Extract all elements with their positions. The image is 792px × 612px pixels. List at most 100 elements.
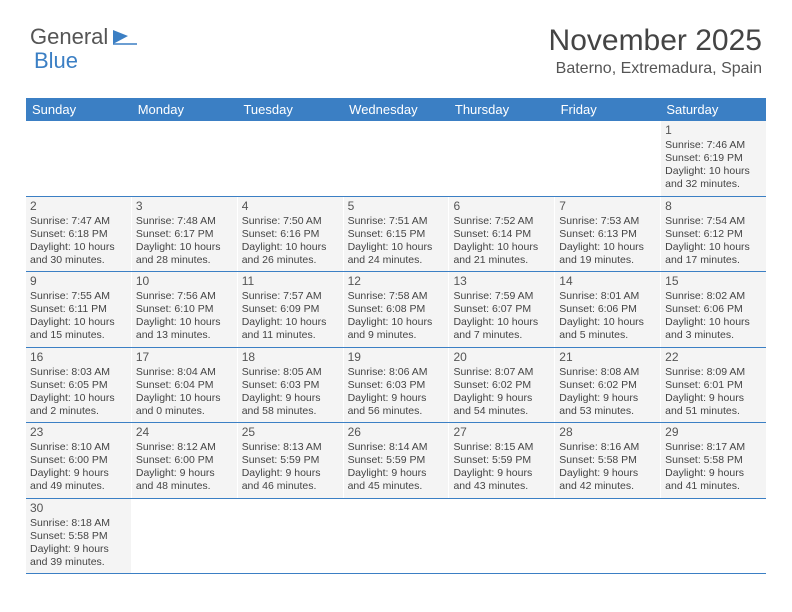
- sunrise-line: Sunrise: 8:18 AM: [30, 517, 127, 530]
- sunset-line: Sunset: 5:58 PM: [665, 454, 762, 467]
- day-number: 30: [30, 501, 127, 516]
- day-cell: 23Sunrise: 8:10 AMSunset: 6:00 PMDayligh…: [26, 423, 132, 498]
- week-row: 30Sunrise: 8:18 AMSunset: 5:58 PMDayligh…: [26, 499, 766, 575]
- day-cell: 25Sunrise: 8:13 AMSunset: 5:59 PMDayligh…: [238, 423, 344, 498]
- sunrise-line: Sunrise: 7:56 AM: [136, 290, 233, 303]
- day-cell: 7Sunrise: 7:53 AMSunset: 6:13 PMDaylight…: [555, 197, 661, 272]
- day-cell: 26Sunrise: 8:14 AMSunset: 5:59 PMDayligh…: [344, 423, 450, 498]
- day-number: 13: [453, 274, 550, 289]
- sunset-line: Sunset: 6:15 PM: [348, 228, 445, 241]
- day-cell: [449, 499, 555, 574]
- sunrise-line: Sunrise: 7:52 AM: [453, 215, 550, 228]
- weekday-tuesday: Tuesday: [237, 98, 343, 121]
- sunset-line: Sunset: 6:03 PM: [242, 379, 339, 392]
- day-cell: [238, 121, 344, 196]
- day-cell: 3Sunrise: 7:48 AMSunset: 6:17 PMDaylight…: [132, 197, 238, 272]
- day-cell: 17Sunrise: 8:04 AMSunset: 6:04 PMDayligh…: [132, 348, 238, 423]
- daylight-line: Daylight: 9 hours and 51 minutes.: [665, 392, 762, 418]
- day-number: 29: [665, 425, 762, 440]
- sunrise-line: Sunrise: 8:04 AM: [136, 366, 233, 379]
- sunset-line: Sunset: 6:01 PM: [665, 379, 762, 392]
- daylight-line: Daylight: 10 hours and 0 minutes.: [136, 392, 233, 418]
- day-number: 20: [453, 350, 550, 365]
- daylight-line: Daylight: 10 hours and 17 minutes.: [665, 241, 762, 267]
- daylight-line: Daylight: 10 hours and 21 minutes.: [453, 241, 550, 267]
- daylight-line: Daylight: 10 hours and 32 minutes.: [665, 165, 762, 191]
- day-cell: 10Sunrise: 7:56 AMSunset: 6:10 PMDayligh…: [132, 272, 238, 347]
- sunset-line: Sunset: 6:14 PM: [453, 228, 550, 241]
- title-block: November 2025 Baterno, Extremadura, Spai…: [549, 24, 762, 78]
- day-cell: 30Sunrise: 8:18 AMSunset: 5:58 PMDayligh…: [26, 499, 132, 574]
- daylight-line: Daylight: 9 hours and 41 minutes.: [665, 467, 762, 493]
- daylight-line: Daylight: 10 hours and 26 minutes.: [242, 241, 339, 267]
- sunset-line: Sunset: 6:04 PM: [136, 379, 233, 392]
- sunset-line: Sunset: 6:10 PM: [136, 303, 233, 316]
- day-number: 5: [348, 199, 445, 214]
- week-row: 2Sunrise: 7:47 AMSunset: 6:18 PMDaylight…: [26, 197, 766, 273]
- sunset-line: Sunset: 6:00 PM: [30, 454, 127, 467]
- sunrise-line: Sunrise: 8:17 AM: [665, 441, 762, 454]
- weekday-sunday: Sunday: [26, 98, 132, 121]
- sunrise-line: Sunrise: 8:03 AM: [30, 366, 127, 379]
- day-cell: 27Sunrise: 8:15 AMSunset: 5:59 PMDayligh…: [449, 423, 555, 498]
- daylight-line: Daylight: 9 hours and 48 minutes.: [136, 467, 233, 493]
- day-cell: [661, 499, 766, 574]
- sunrise-line: Sunrise: 7:59 AM: [453, 290, 550, 303]
- daylight-line: Daylight: 9 hours and 53 minutes.: [559, 392, 656, 418]
- daylight-line: Daylight: 9 hours and 45 minutes.: [348, 467, 445, 493]
- daylight-line: Daylight: 10 hours and 30 minutes.: [30, 241, 127, 267]
- sunset-line: Sunset: 6:02 PM: [559, 379, 656, 392]
- sunrise-line: Sunrise: 7:46 AM: [665, 139, 762, 152]
- daylight-line: Daylight: 9 hours and 49 minutes.: [30, 467, 127, 493]
- sunrise-line: Sunrise: 7:57 AM: [242, 290, 339, 303]
- daylight-line: Daylight: 10 hours and 28 minutes.: [136, 241, 233, 267]
- daylight-line: Daylight: 10 hours and 2 minutes.: [30, 392, 127, 418]
- day-number: 12: [348, 274, 445, 289]
- day-cell: 15Sunrise: 8:02 AMSunset: 6:06 PMDayligh…: [661, 272, 766, 347]
- week-row: 9Sunrise: 7:55 AMSunset: 6:11 PMDaylight…: [26, 272, 766, 348]
- day-number: 23: [30, 425, 127, 440]
- day-cell: 12Sunrise: 7:58 AMSunset: 6:08 PMDayligh…: [344, 272, 450, 347]
- daylight-line: Daylight: 10 hours and 9 minutes.: [348, 316, 445, 342]
- day-cell: [26, 121, 132, 196]
- sunrise-line: Sunrise: 7:53 AM: [559, 215, 656, 228]
- week-row: 23Sunrise: 8:10 AMSunset: 6:00 PMDayligh…: [26, 423, 766, 499]
- day-cell: 19Sunrise: 8:06 AMSunset: 6:03 PMDayligh…: [344, 348, 450, 423]
- day-number: 10: [136, 274, 233, 289]
- day-cell: 14Sunrise: 8:01 AMSunset: 6:06 PMDayligh…: [555, 272, 661, 347]
- sunset-line: Sunset: 6:05 PM: [30, 379, 127, 392]
- week-row: 16Sunrise: 8:03 AMSunset: 6:05 PMDayligh…: [26, 348, 766, 424]
- daylight-line: Daylight: 10 hours and 19 minutes.: [559, 241, 656, 267]
- day-number: 25: [242, 425, 339, 440]
- sunset-line: Sunset: 6:12 PM: [665, 228, 762, 241]
- logo-text-2: Blue: [34, 48, 78, 74]
- day-cell: [132, 121, 238, 196]
- sunset-line: Sunset: 6:07 PM: [453, 303, 550, 316]
- day-number: 9: [30, 274, 127, 289]
- sunset-line: Sunset: 6:03 PM: [348, 379, 445, 392]
- day-cell: [344, 121, 450, 196]
- day-number: 2: [30, 199, 127, 214]
- day-number: 15: [665, 274, 762, 289]
- week-row: 1Sunrise: 7:46 AMSunset: 6:19 PMDaylight…: [26, 121, 766, 197]
- sunrise-line: Sunrise: 8:07 AM: [453, 366, 550, 379]
- sunset-line: Sunset: 6:11 PM: [30, 303, 127, 316]
- daylight-line: Daylight: 9 hours and 39 minutes.: [30, 543, 127, 569]
- day-number: 4: [242, 199, 339, 214]
- sunset-line: Sunset: 6:02 PM: [453, 379, 550, 392]
- sunrise-line: Sunrise: 8:14 AM: [348, 441, 445, 454]
- sunset-line: Sunset: 6:16 PM: [242, 228, 339, 241]
- day-cell: 28Sunrise: 8:16 AMSunset: 5:58 PMDayligh…: [555, 423, 661, 498]
- sunrise-line: Sunrise: 8:16 AM: [559, 441, 656, 454]
- day-cell: 8Sunrise: 7:54 AMSunset: 6:12 PMDaylight…: [661, 197, 766, 272]
- day-number: 17: [136, 350, 233, 365]
- logo: General: [30, 24, 138, 50]
- daylight-line: Daylight: 9 hours and 54 minutes.: [453, 392, 550, 418]
- day-number: 16: [30, 350, 127, 365]
- day-cell: [555, 121, 661, 196]
- day-number: 1: [665, 123, 762, 138]
- day-cell: 5Sunrise: 7:51 AMSunset: 6:15 PMDaylight…: [344, 197, 450, 272]
- weekday-monday: Monday: [132, 98, 238, 121]
- sunrise-line: Sunrise: 8:13 AM: [242, 441, 339, 454]
- daylight-line: Daylight: 9 hours and 42 minutes.: [559, 467, 656, 493]
